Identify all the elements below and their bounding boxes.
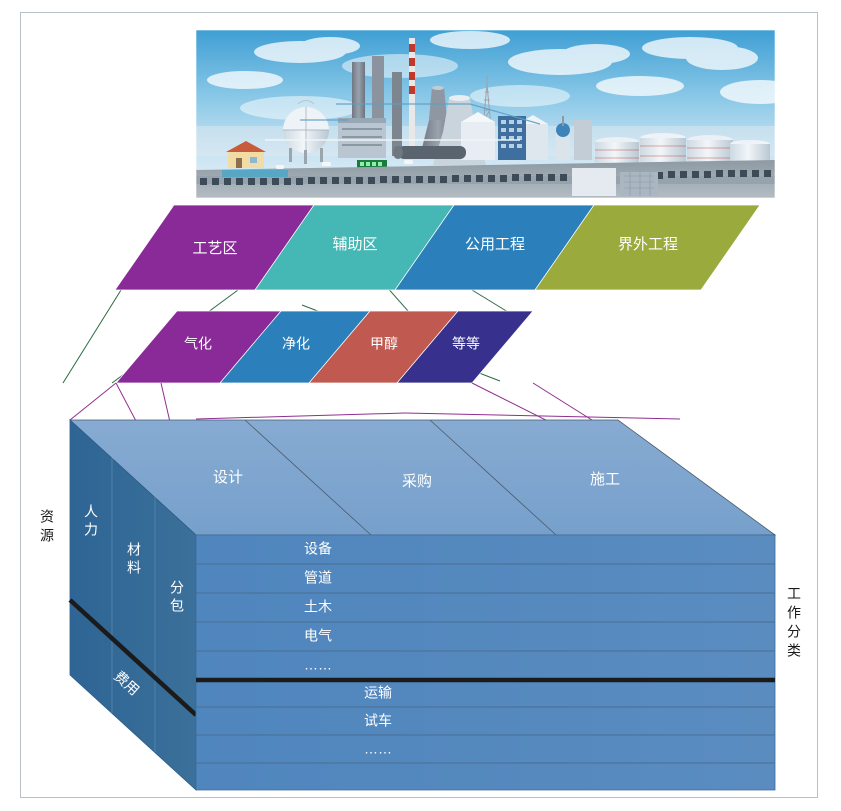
band-unit-segment[interactable]: 气化 bbox=[115, 310, 282, 384]
band-area-segment[interactable]: 公用工程 bbox=[394, 204, 595, 291]
band-unit: 气化 净化 甲醇 等等 bbox=[115, 310, 534, 384]
cube-left-label-subcontract: 分 包 bbox=[170, 580, 184, 614]
svg-text:分: 分 bbox=[787, 624, 801, 640]
photo-border bbox=[195, 29, 776, 199]
svg-text:类: 类 bbox=[787, 643, 801, 659]
cube-left-dividers bbox=[111, 458, 156, 752]
svg-text:力: 力 bbox=[84, 522, 98, 538]
svg-text:源: 源 bbox=[40, 528, 54, 544]
cube-top-label-design: 设计 bbox=[213, 469, 243, 486]
cube-top-label-construction: 施工 bbox=[590, 471, 620, 488]
axis-label-work-breakdown: 工 作 分 类 bbox=[787, 586, 801, 659]
cube-front-face bbox=[195, 534, 776, 791]
band-area-segment-label: 工艺区 bbox=[192, 240, 237, 257]
cube-front-row-label: …… bbox=[304, 657, 332, 673]
cube-front-row-label: …… bbox=[364, 741, 392, 757]
cube-left-label-manpower: 人 力 bbox=[84, 504, 98, 538]
band-area-segment[interactable]: 工艺区 bbox=[114, 204, 315, 291]
band-unit-segment-label: 净化 bbox=[282, 336, 310, 352]
band-unit-segment-label: 气化 bbox=[184, 336, 212, 352]
band-unit-segment-label: 甲醇 bbox=[370, 336, 398, 352]
svg-text:分: 分 bbox=[170, 580, 184, 596]
band-area-segment-label: 公用工程 bbox=[465, 236, 525, 253]
cube-left-label-material: 材 料 bbox=[127, 542, 141, 576]
cube-front-row-label: 试车 bbox=[364, 713, 392, 729]
svg-text:人: 人 bbox=[84, 504, 98, 520]
band-area-segment[interactable]: 界外工程 bbox=[534, 204, 761, 291]
cube-top-label-procurement: 采购 bbox=[402, 473, 432, 490]
band-area-segment-label: 辅助区 bbox=[332, 236, 377, 253]
wbs-cube: 设计 采购 施工 人 力 材 料 分 包 bbox=[68, 419, 777, 791]
svg-text:资: 资 bbox=[40, 509, 54, 525]
cube-front-row-label: 土木 bbox=[304, 599, 332, 615]
axis-label-resource: 资 源 bbox=[40, 509, 54, 544]
band-area-segment-label: 界外工程 bbox=[618, 236, 678, 253]
svg-text:材: 材 bbox=[127, 542, 141, 558]
band-area: 工艺区 辅助区 公用工程 界外工程 bbox=[114, 204, 761, 291]
cube-top-dividers bbox=[244, 419, 557, 536]
cube-left-divider-bold bbox=[68, 598, 198, 717]
cube-front-row-lines bbox=[196, 563, 775, 764]
cube-front-row-label: 电气 bbox=[304, 628, 332, 644]
band-unit-segment-label: 等等 bbox=[452, 336, 480, 352]
cube-front-row-label: 设备 bbox=[304, 541, 332, 557]
plant-photo bbox=[196, 30, 775, 198]
svg-text:作: 作 bbox=[787, 605, 801, 621]
svg-text:料: 料 bbox=[127, 560, 141, 576]
svg-text:包: 包 bbox=[170, 598, 184, 614]
svg-text:工: 工 bbox=[787, 586, 801, 602]
cube-front-row-label: 管道 bbox=[304, 570, 332, 586]
cube-front-row-label: 运输 bbox=[364, 685, 392, 701]
